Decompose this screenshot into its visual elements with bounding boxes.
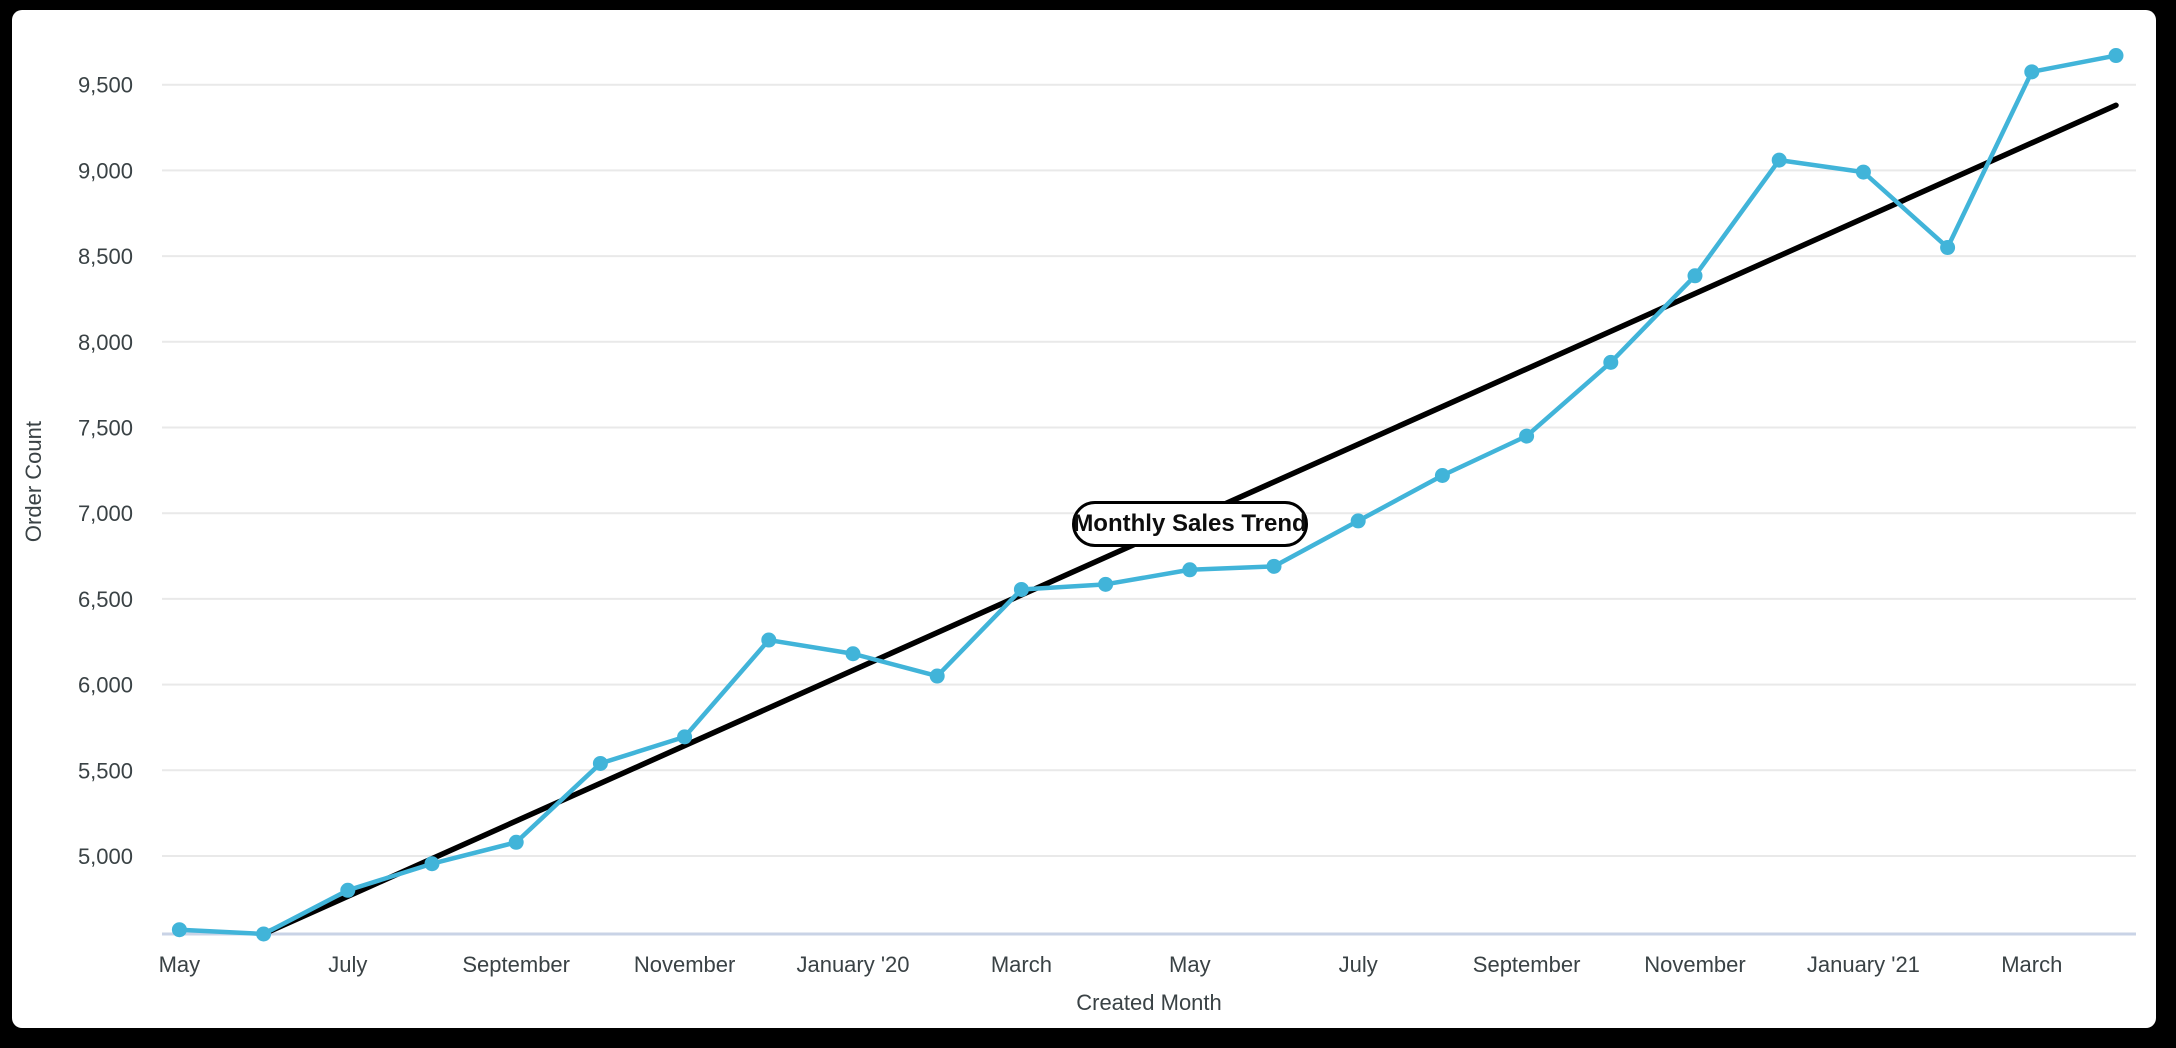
series-line bbox=[177, 53, 2119, 937]
x-axis-title-text: Created Month bbox=[1076, 990, 1222, 1015]
data-point[interactable] bbox=[1940, 240, 1956, 256]
data-point[interactable] bbox=[2108, 48, 2124, 64]
series-label-text: Monthly Sales Trend bbox=[1073, 510, 1307, 537]
x-tick-label: November bbox=[634, 952, 735, 977]
x-tick-label: July bbox=[328, 952, 367, 977]
series-label-pill: Monthly Sales Trend bbox=[1072, 501, 1308, 547]
data-point[interactable] bbox=[592, 755, 608, 771]
data-point[interactable] bbox=[1771, 152, 1787, 168]
data-point[interactable] bbox=[1434, 467, 1450, 483]
y-axis-title: Order Count bbox=[16, 30, 52, 934]
y-tick-label: 5,500 bbox=[78, 758, 133, 783]
data-point[interactable] bbox=[1603, 354, 1619, 370]
data-point[interactable] bbox=[1098, 576, 1114, 592]
y-tick-label: 8,500 bbox=[78, 244, 133, 269]
x-tick-label: March bbox=[2001, 952, 2062, 977]
data-point[interactable] bbox=[1687, 268, 1703, 284]
data-point[interactable] bbox=[845, 646, 861, 662]
x-tick-label: January '21 bbox=[1807, 952, 1920, 977]
data-point[interactable] bbox=[761, 632, 777, 648]
x-tick-label: May bbox=[1169, 952, 1211, 977]
data-point[interactable] bbox=[424, 856, 440, 872]
data-point[interactable] bbox=[1350, 513, 1366, 529]
data-point[interactable] bbox=[1182, 562, 1198, 578]
data-point[interactable] bbox=[2024, 64, 2040, 80]
x-tick-label: May bbox=[159, 952, 201, 977]
y-tick-label: 6,500 bbox=[78, 587, 133, 612]
y-tick-label: 8,000 bbox=[78, 330, 133, 355]
data-point[interactable] bbox=[677, 729, 693, 745]
x-tick-label: November bbox=[1644, 952, 1745, 977]
y-tick-label: 7,500 bbox=[78, 416, 133, 441]
x-tick-label: September bbox=[462, 952, 570, 977]
y-axis-title-text: Order Count bbox=[21, 421, 46, 543]
x-tick-label: July bbox=[1339, 952, 1378, 977]
x-axis-title: Created Month bbox=[162, 990, 2136, 1016]
x-tick-label: January '20 bbox=[796, 952, 909, 977]
data-point[interactable] bbox=[171, 922, 187, 938]
data-point[interactable] bbox=[508, 834, 524, 850]
data-point[interactable] bbox=[929, 668, 945, 684]
data-point[interactable] bbox=[1855, 164, 1871, 180]
x-tick-label: September bbox=[1473, 952, 1581, 977]
x-tick-label: March bbox=[991, 952, 1052, 977]
y-tick-label: 9,500 bbox=[78, 73, 133, 98]
y-tick-label: 7,000 bbox=[78, 501, 133, 526]
data-point[interactable] bbox=[340, 882, 356, 898]
data-point[interactable] bbox=[1519, 428, 1535, 444]
y-tick-label: 5,000 bbox=[78, 844, 133, 869]
y-tick-label: 9,000 bbox=[78, 158, 133, 183]
data-point[interactable] bbox=[256, 926, 272, 942]
data-point[interactable] bbox=[1013, 581, 1029, 597]
data-point[interactable] bbox=[1266, 558, 1282, 574]
y-tick-label: 6,000 bbox=[78, 673, 133, 698]
